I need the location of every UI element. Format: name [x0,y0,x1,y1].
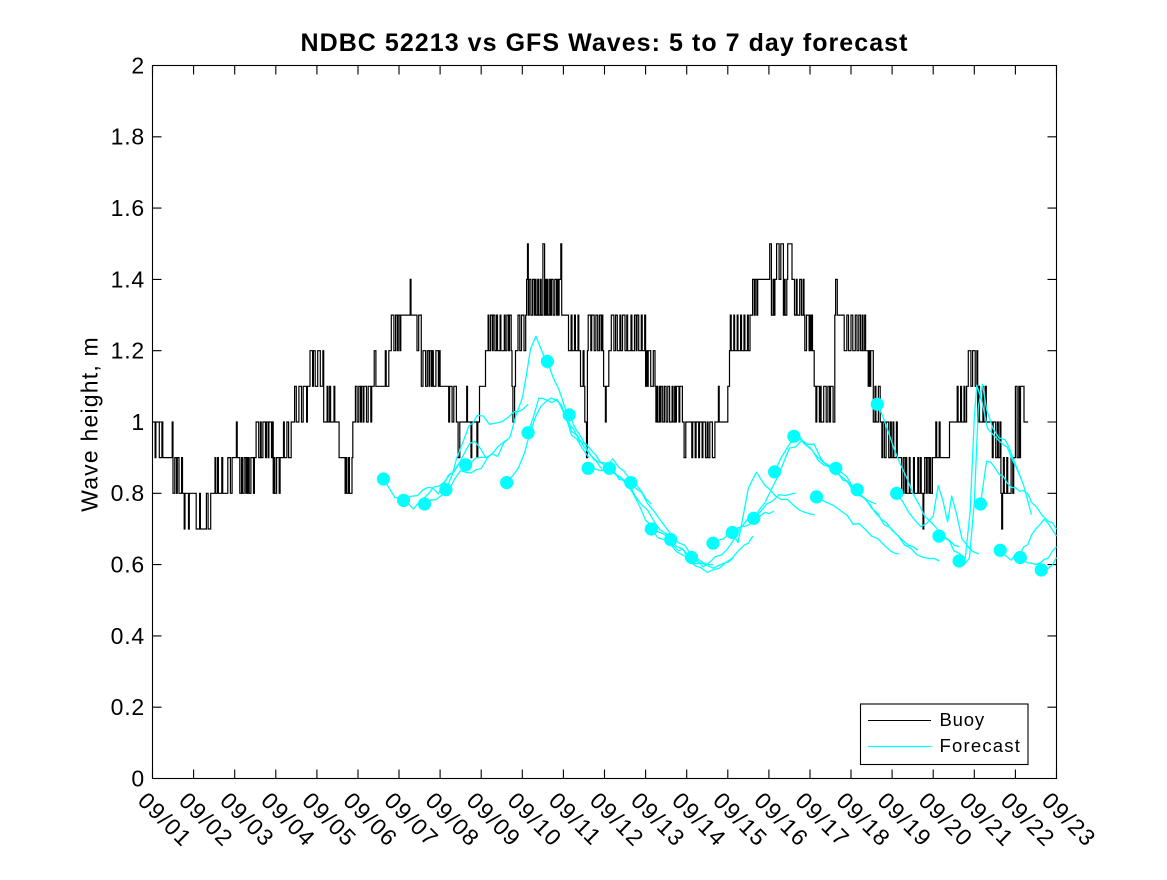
svg-text:0: 0 [131,765,145,791]
svg-text:0.4: 0.4 [111,623,145,649]
svg-text:NDBC 52213 vs GFS Waves: 5 to: NDBC 52213 vs GFS Waves: 5 to 7 day fore… [300,29,908,57]
svg-text:Forecast: Forecast [940,735,1022,756]
svg-text:0.2: 0.2 [111,694,145,720]
svg-text:1.4: 1.4 [111,266,145,292]
svg-text:1.2: 1.2 [111,338,145,364]
svg-text:0.8: 0.8 [111,480,145,506]
svg-text:Buoy: Buoy [940,709,985,730]
svg-text:Wave height, m: Wave height, m [77,336,103,512]
svg-text:2: 2 [131,52,145,78]
svg-text:1: 1 [131,409,145,435]
svg-text:0.6: 0.6 [111,552,145,578]
svg-text:1.8: 1.8 [111,124,145,150]
svg-text:1.6: 1.6 [111,195,145,221]
